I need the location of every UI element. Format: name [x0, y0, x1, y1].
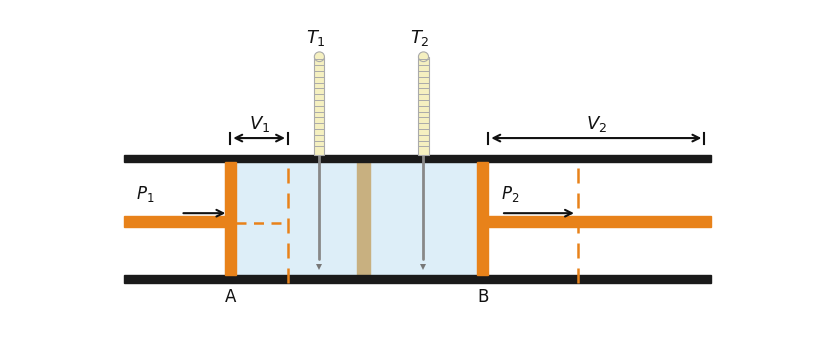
Bar [225, 162, 236, 275]
Bar [357, 162, 370, 275]
Text: $V_1$: $V_1$ [248, 114, 269, 134]
Bar [124, 216, 230, 227]
Bar [477, 162, 488, 275]
Bar [418, 57, 428, 155]
Bar [488, 162, 711, 275]
Text: $P_1$: $P_1$ [137, 184, 155, 204]
Text: $T_2$: $T_2$ [410, 29, 431, 48]
Text: $V_2$: $V_2$ [586, 114, 607, 134]
Bar [124, 275, 711, 283]
Ellipse shape [314, 52, 325, 62]
Bar [225, 162, 488, 275]
Bar [483, 216, 711, 227]
Ellipse shape [418, 52, 428, 62]
Text: $T_1$: $T_1$ [306, 29, 326, 48]
Text: A: A [225, 288, 236, 306]
Bar [124, 162, 225, 275]
Bar [124, 155, 711, 162]
Bar [314, 57, 325, 155]
Text: $P_2$: $P_2$ [501, 184, 519, 204]
Text: B: B [477, 288, 488, 306]
